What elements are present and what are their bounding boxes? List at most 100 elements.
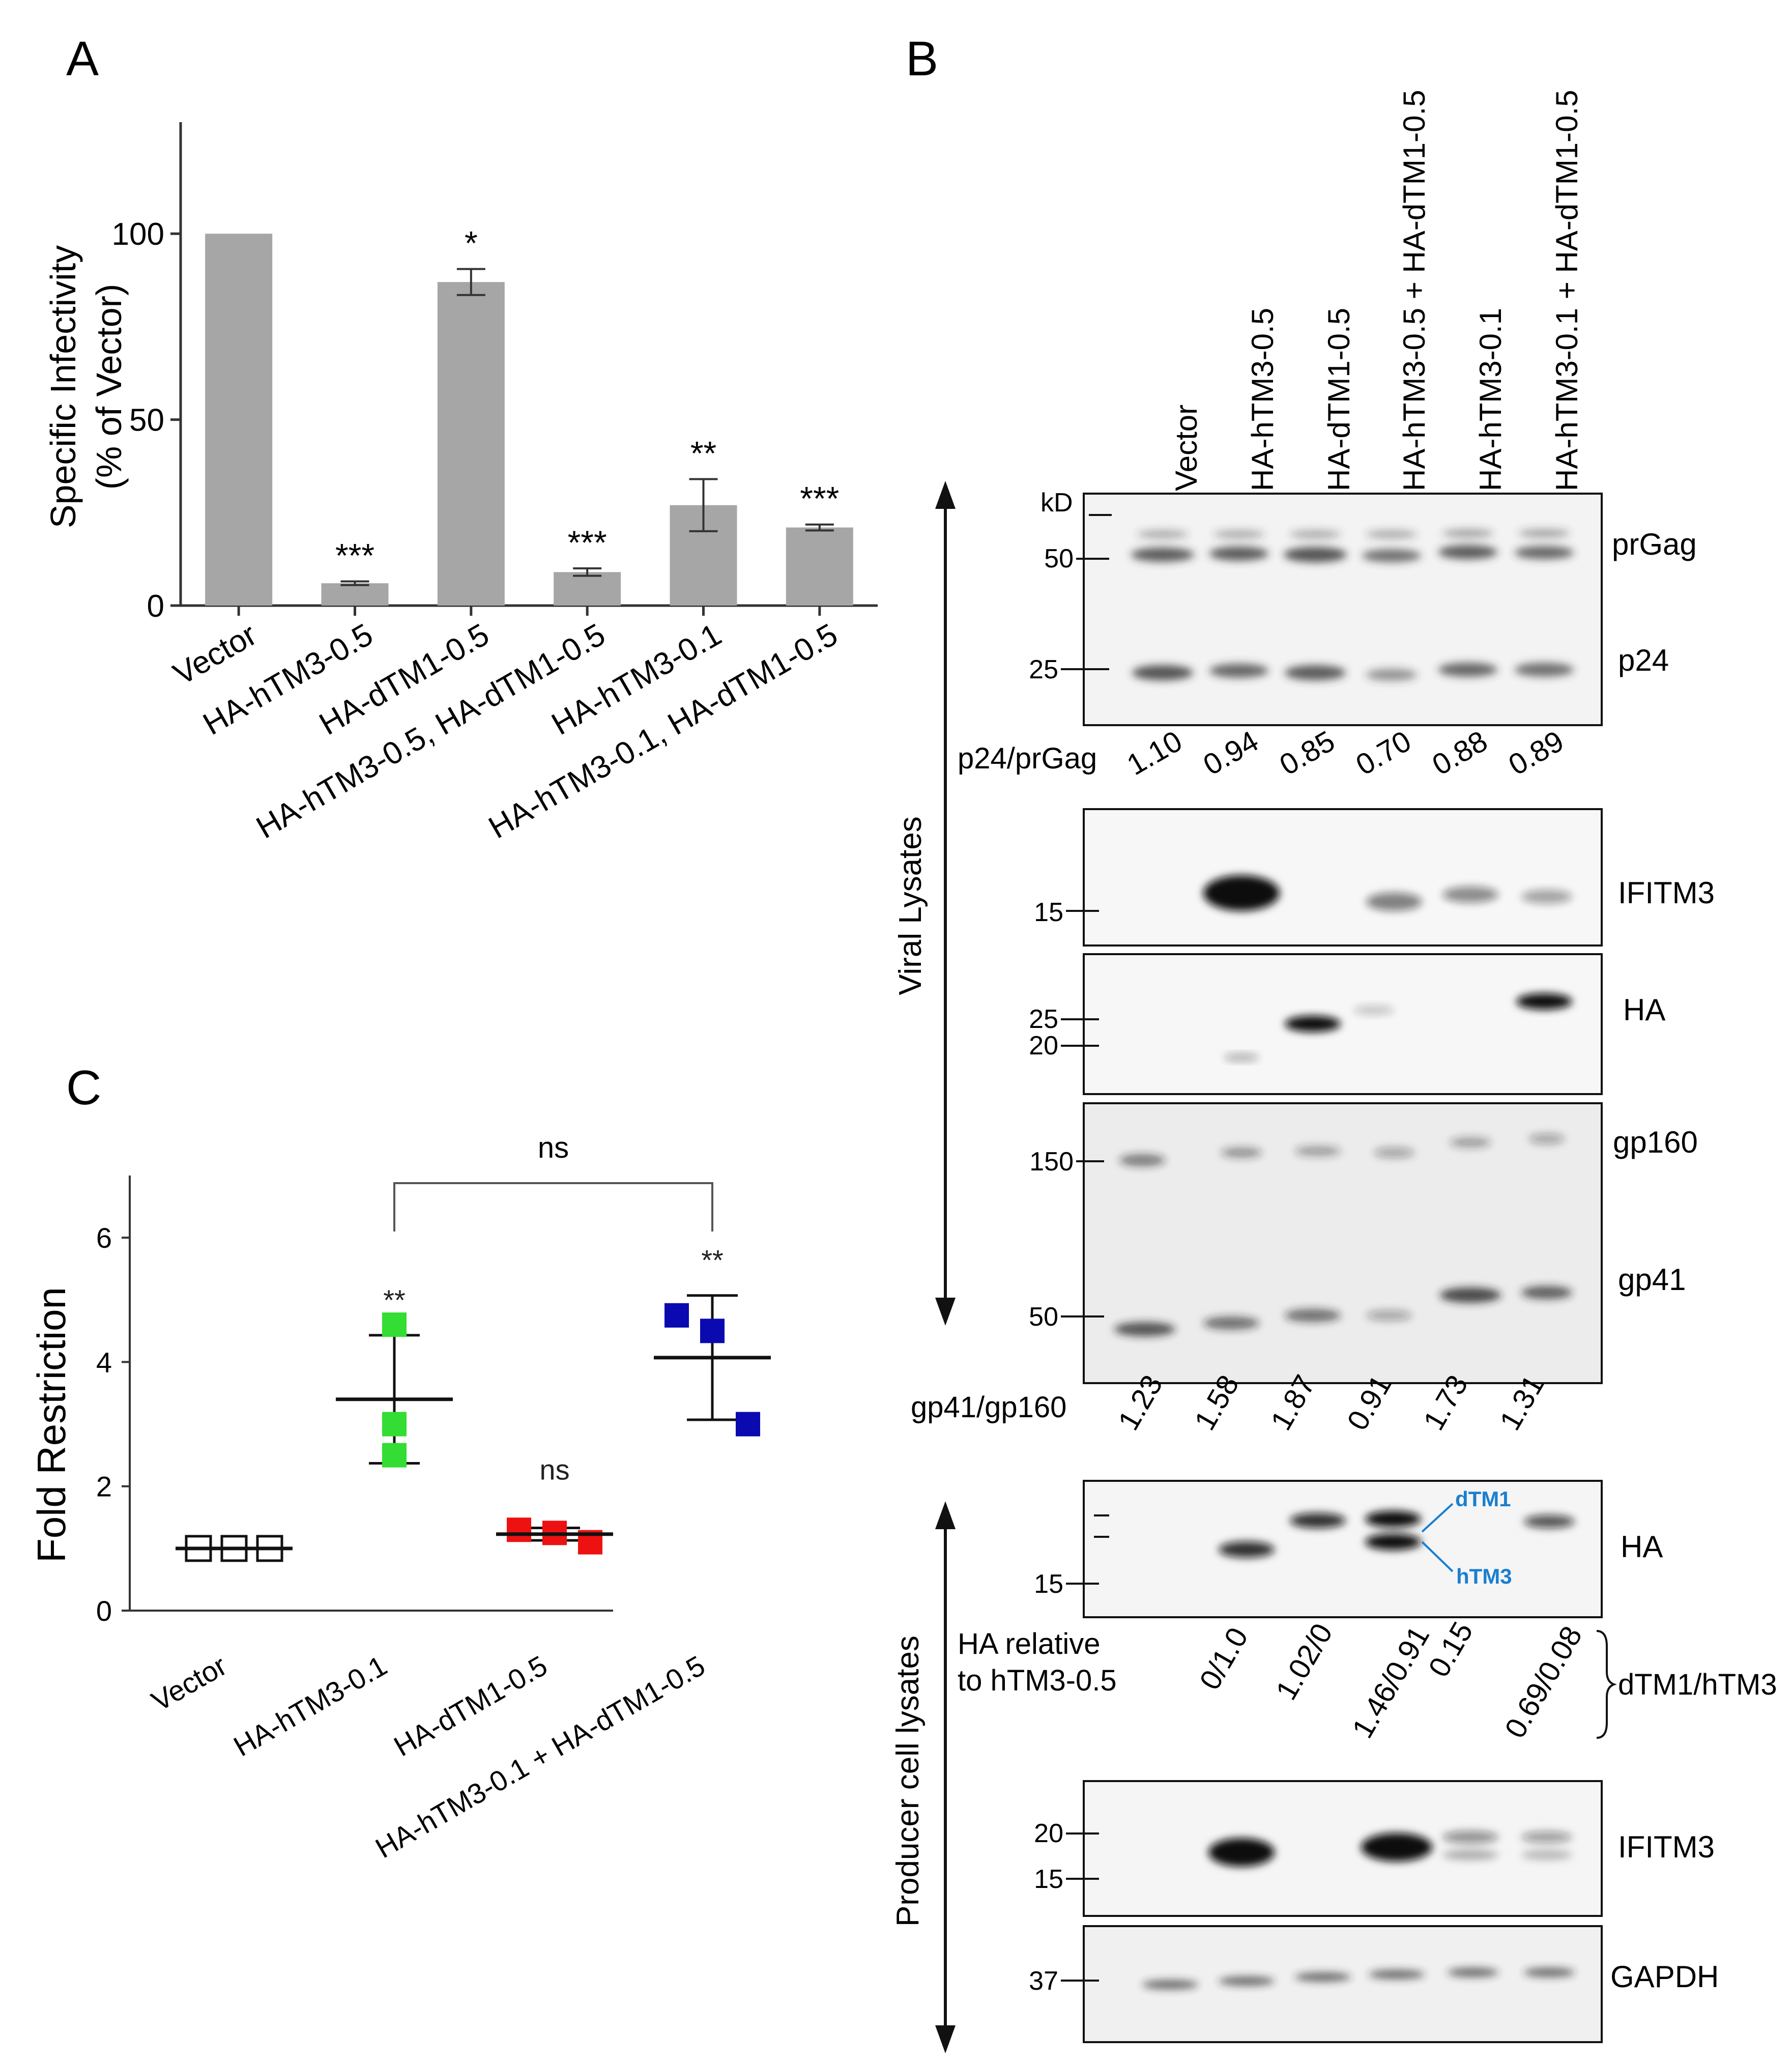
- blot-label-ifitm3-producer: IFITM3: [1618, 1830, 1715, 1864]
- panel-c-letter: C: [66, 1061, 101, 1115]
- blot-gapdh: 37 GAPDH: [1029, 1925, 1719, 2043]
- data-point: [736, 1412, 760, 1437]
- panel-a-chart: Specific Infectivity (% of Vector) 0 50 10…: [43, 122, 878, 845]
- mw-marker: 25: [1029, 1005, 1058, 1034]
- blot-ha-viral: 25 20 HA: [1029, 953, 1665, 1095]
- lane-header: HA-hTM3-0.5 + HA-dTM1-0.5: [1397, 90, 1431, 491]
- blot-label-gapdh: GAPDH: [1610, 1960, 1719, 1994]
- mw-marker: 20: [1034, 1819, 1063, 1848]
- gp41-ratio-row: gp41/gp160 1.23 1.58 1.87 0.91 1.73 1.31: [911, 1369, 1551, 1436]
- panel-a-plot: 050100Vector***HA-hTM3-0.5*HA-dTM1-0.5**…: [112, 122, 878, 845]
- blot-ha-producer: 15 dTM1 hTM3 HA: [1034, 1480, 1663, 1618]
- data-point: [664, 1303, 689, 1328]
- p24-ratio-row: p24/prGag 1.10 0.94 0.85 0.70 0.88 0.89: [958, 725, 1569, 782]
- significance-mark: **: [701, 1244, 724, 1276]
- data-point: [382, 1412, 407, 1437]
- ha-relative-key: dTM1/hTM3: [1618, 1668, 1777, 1701]
- p24-ratio-label: p24/prGag: [958, 742, 1097, 775]
- panel-a-letter: A: [66, 32, 99, 86]
- mw-marker: 50: [1029, 1302, 1058, 1332]
- bar: [437, 282, 505, 606]
- ratio-value: 1.10: [1121, 725, 1188, 782]
- x-tick-label: Vector: [167, 617, 263, 692]
- ha-relative-value: 1.02/0: [1269, 1618, 1339, 1705]
- data-point: [507, 1517, 531, 1542]
- lane-header: HA-hTM3-0.1: [1473, 308, 1508, 491]
- blot-ifitm3-producer: 20 15 IFITM3: [1034, 1780, 1715, 1917]
- ha-relative-value: 0/1.0: [1193, 1622, 1255, 1695]
- mw-marker: 50: [1044, 544, 1074, 574]
- panel-a-ylabel-line1: Specific Infectivity: [43, 245, 83, 528]
- panel-c-chart: Fold Restriction 0 2 4 6 Vector ** HA-hTM3-0.1…: [29, 1131, 771, 1864]
- x-tick-label: Vector: [146, 1649, 232, 1717]
- mw-marker: 15: [1034, 1865, 1063, 1894]
- significance-mark: ***: [335, 537, 374, 575]
- y-tick-label: 2: [96, 1471, 112, 1503]
- x-tick-label: HA-hTM3-0.1: [228, 1649, 392, 1763]
- bar: [554, 572, 621, 606]
- bar: [321, 583, 389, 606]
- ha-relative-value: 0.69/0.08: [1498, 1621, 1588, 1744]
- ha-relative-label-line1: HA relative: [958, 1627, 1100, 1660]
- lane-header: HA-hTM3-0.5: [1246, 308, 1280, 491]
- data-point: [382, 1443, 407, 1468]
- producer-lysates-label: Producer cell lysates: [890, 1636, 926, 1927]
- htm3-band-tag: hTM3: [1456, 1564, 1512, 1588]
- producer-lysates-arrow: Producer cell lysates: [890, 1501, 956, 2053]
- data-point: [700, 1319, 725, 1343]
- data-point: [382, 1312, 407, 1337]
- blot-label-p24: p24: [1618, 643, 1669, 677]
- y-tick-label: 50: [129, 403, 164, 438]
- bar: [786, 527, 853, 606]
- bar: [205, 234, 273, 606]
- blot-label-gp160: gp160: [1613, 1125, 1698, 1159]
- lane-headers: Vector HA-hTM3-0.5 HA-dTM1-0.5 HA-hTM3-0…: [1169, 90, 1584, 491]
- mw-marker: 20: [1029, 1031, 1058, 1061]
- blot-label-gp41: gp41: [1618, 1263, 1686, 1297]
- kd-label: kD: [1040, 488, 1073, 518]
- panel-c-ylabel: Fold Restriction: [29, 1287, 74, 1563]
- significance-mark: **: [690, 435, 716, 472]
- panel-b-letter: B: [906, 32, 938, 86]
- y-tick-label: 6: [96, 1222, 112, 1254]
- ratio-value: 0.89: [1503, 725, 1569, 782]
- comparison-label: ns: [538, 1131, 569, 1164]
- panel-c-plot: 0246Vector**HA-hTM3-0.1nsHA-dTM1-0.5**HA…: [96, 1131, 771, 1864]
- mw-marker: 15: [1034, 898, 1063, 927]
- ha-relative-label-line2: to hTM3-0.5: [958, 1664, 1117, 1697]
- significance-mark: ns: [539, 1454, 569, 1486]
- curly-brace: [1596, 1630, 1617, 1739]
- lane-header: Vector: [1169, 405, 1203, 491]
- blot-gag: kD 50 25 prGag p24: [1029, 488, 1697, 726]
- ratio-value: 0.88: [1427, 725, 1493, 782]
- viral-lysates-label: Viral Lysates: [893, 816, 928, 995]
- y-tick-label: 100: [112, 217, 164, 252]
- y-tick-label: 4: [96, 1346, 112, 1378]
- ha-relative-value: 0.15: [1422, 1616, 1480, 1682]
- lane-header: HA-hTM3-0.1 + HA-dTM1-0.5: [1550, 90, 1584, 491]
- blot-label-ha: HA: [1623, 993, 1665, 1027]
- ratio-value: 0.70: [1350, 725, 1417, 782]
- ha-relative-row: HA relative to hTM3-0.5 0/1.0 1.02/0 1.4…: [958, 1616, 1777, 1743]
- ha-relative-value: 1.46/0.91: [1346, 1621, 1436, 1744]
- dtm1-band-tag: dTM1: [1455, 1487, 1511, 1511]
- comparison-bracket: [393, 1182, 713, 1231]
- panel-a-ylabel-line2: (% of Vector): [89, 284, 129, 490]
- significance-mark: **: [383, 1284, 406, 1316]
- blot-env: 150 50 gp160 gp41: [1029, 1102, 1698, 1384]
- ratio-value: 0.94: [1198, 725, 1264, 782]
- y-tick-label: 0: [96, 1595, 112, 1627]
- significance-mark: ***: [800, 480, 839, 518]
- mw-marker: 25: [1029, 655, 1058, 684]
- blot-label-ha-producer: HA: [1621, 1530, 1663, 1564]
- viral-lysates-arrow: Viral Lysates: [893, 481, 956, 1326]
- blot-label-ifitm3: IFITM3: [1618, 876, 1715, 910]
- mw-marker: 37: [1029, 1966, 1058, 1996]
- blot-label-prgag: prGag: [1612, 527, 1697, 561]
- lane-header: HA-dTM1-0.5: [1322, 308, 1356, 491]
- ratio-value: 0.85: [1274, 725, 1340, 782]
- mw-marker: 150: [1029, 1147, 1074, 1177]
- y-tick-label: 0: [147, 589, 164, 624]
- gp41-ratio-label: gp41/gp160: [911, 1391, 1066, 1424]
